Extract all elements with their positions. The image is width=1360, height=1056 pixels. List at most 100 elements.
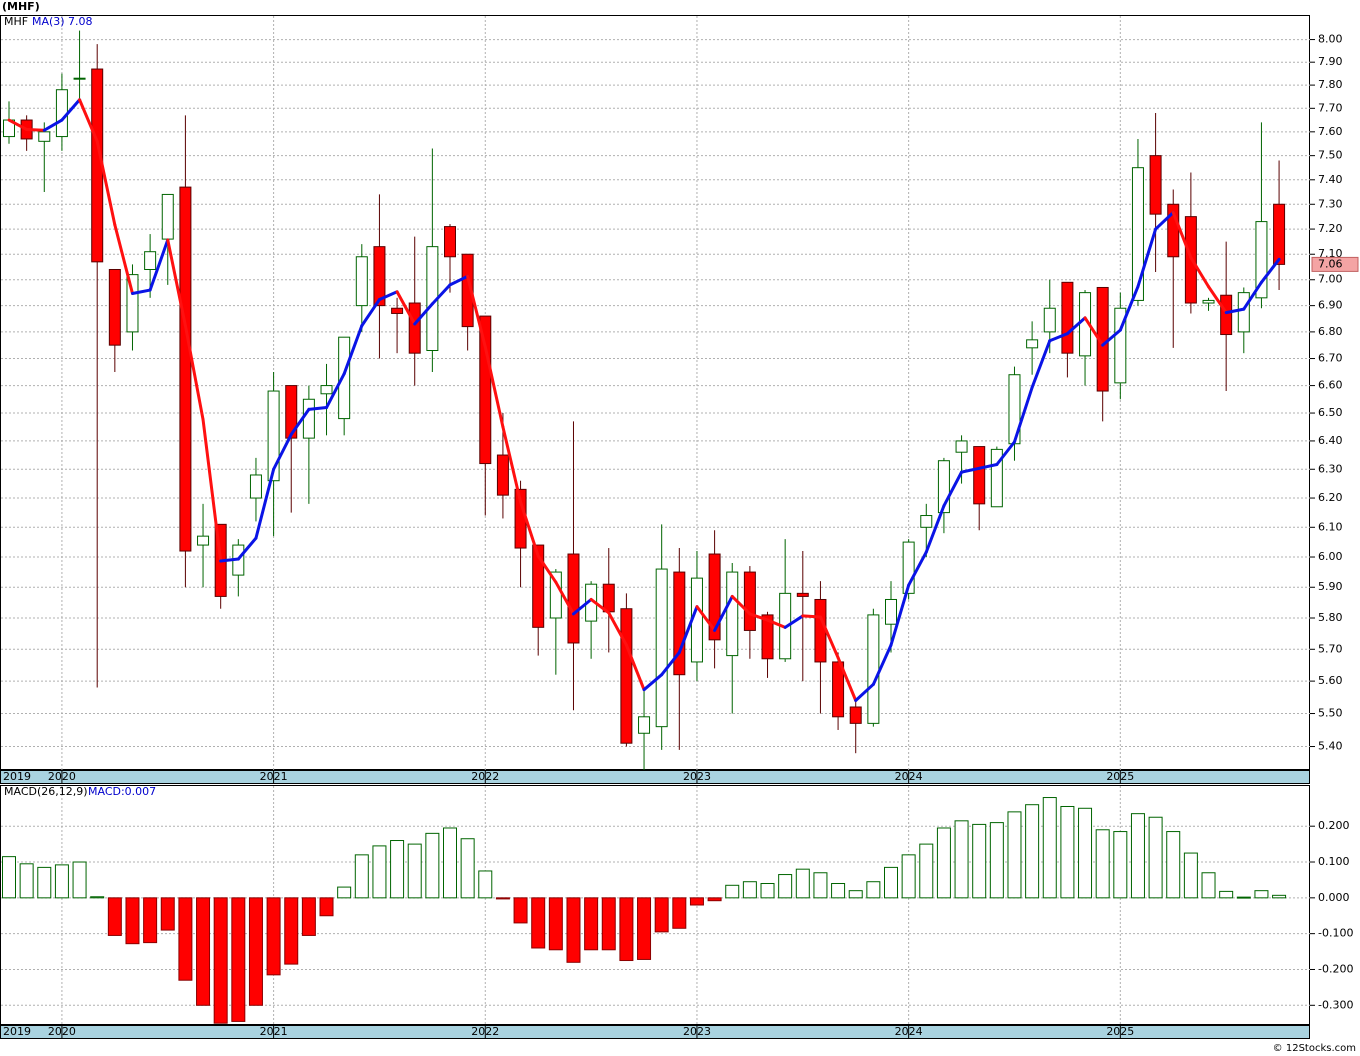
ma-segment [836,656,858,702]
candle-body [38,131,51,142]
macd-bar [813,872,828,899]
macd-bar [160,897,175,931]
macd-bar [248,897,263,1006]
ma-segment [272,432,293,471]
ma-segment [1048,332,1069,343]
candle-body [761,614,774,660]
y-tick-label: 5.40 [1318,740,1343,753]
ma-segment [995,440,1016,467]
macd-bar [443,827,457,899]
candle-body [126,274,139,333]
macd-bar [689,897,704,906]
candle-body [197,535,210,546]
candle-body [1026,339,1039,349]
last-price-label: 7.06 [1318,257,1343,270]
macd-bar [795,868,810,899]
ma-segment [254,467,276,540]
marks: 5.40 5.50 5.60 5.70 5.80 5.90 6.00 6.10 6.20 6.30… [1,16,1359,1038]
macd-bar [1095,829,1110,899]
y-tick-label: 6.00 [1318,550,1343,563]
y-tick-label: 0.100 [1318,855,1350,868]
x-tick-label: 2020 [48,770,76,783]
macd-bar [548,897,563,951]
macd-bar [1007,811,1022,899]
macd-bar [107,897,122,936]
y-tick-label: -0.100 [1318,927,1353,940]
macd-bar [460,838,475,899]
macd-bar [1148,816,1163,899]
ma-segment [1101,328,1122,347]
candle-body [479,315,492,465]
candle-body [285,385,298,439]
candle-body [373,246,386,307]
candle-body [320,385,333,395]
y-tick-label: 5.60 [1318,674,1343,687]
ma-segment [342,324,364,376]
ma-segment [448,274,470,287]
x-tick-label: 2022 [471,1025,499,1038]
last-price-box [1311,256,1359,272]
ma-segment [60,98,82,122]
candle-body [1131,167,1144,301]
ma-segment [554,580,575,616]
candle-body [408,302,421,354]
candle-body [108,268,121,346]
y-tick-label: 6.40 [1318,434,1343,447]
macd-bar [848,890,863,899]
y-tick-label: 0.200 [1318,819,1350,832]
macd-bar [584,897,599,951]
candle-body [796,592,809,597]
y-tick-label: 6.10 [1318,520,1343,533]
ma-segment [466,274,487,349]
macd-bar [1166,831,1181,899]
y-tick-label: 7.20 [1318,222,1343,235]
ma-segment [624,643,646,692]
candle-body [708,553,721,641]
macd-bar [972,823,987,899]
ma-segment [871,643,893,686]
ma-segment [642,673,664,692]
macd-bar [372,845,387,899]
macd-bar [531,897,546,949]
y-tick-label: 6.80 [1318,325,1343,338]
ma-segment [113,223,134,296]
macd-bar [1078,807,1093,899]
ma-segment [589,597,611,615]
macd-bar [1025,804,1040,899]
chart-title: (MHF) [2,0,40,13]
ma-segment [1154,210,1175,231]
macd-bar [936,827,951,899]
ma-segment [977,463,999,470]
candle-body [673,571,686,676]
ma-segment [713,594,734,632]
candle-body [302,398,315,439]
y-tick-label: 5.70 [1318,642,1343,655]
ma-segment [1242,280,1263,311]
ma-segment [413,302,434,326]
candle-body [567,553,580,644]
macd-bar [954,820,969,899]
macd-bar [1219,890,1234,899]
y-tick-label: 5.80 [1318,611,1343,624]
candle-body [885,598,897,625]
candle-body [1043,307,1056,333]
macd-bar [742,881,757,899]
macd-bar [354,854,369,899]
candle-body [267,390,280,482]
candle-body [179,186,192,552]
candle-body [638,716,651,734]
macd-bar [1254,890,1269,899]
macd-bar [337,886,352,899]
ma-segment [695,605,717,632]
macd-bar [54,864,69,899]
macd-bar [1236,896,1251,899]
y-tick-label: 7.70 [1318,101,1343,114]
macd-bar [72,861,87,899]
y-tick-label: 7.80 [1318,78,1343,91]
price-panel [0,15,1310,770]
macd-bar [213,897,228,1024]
macd-bar [390,840,405,899]
ma-segment [1083,316,1105,347]
ma-segment [783,614,805,629]
